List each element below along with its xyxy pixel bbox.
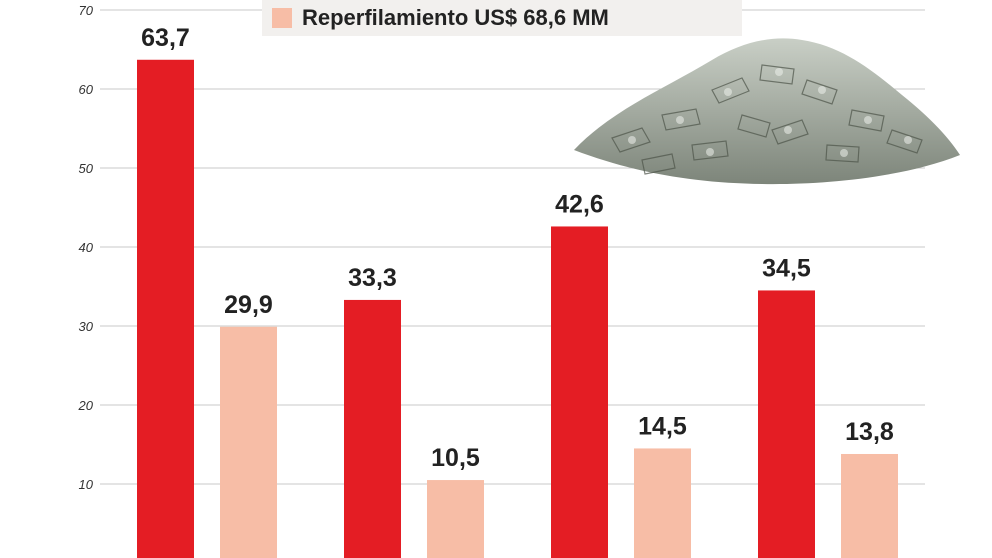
data-label-series2-group2: 10,5 bbox=[431, 444, 480, 472]
data-label-series1-group3: 42,6 bbox=[555, 190, 604, 218]
bar-series1-group4 bbox=[758, 290, 815, 558]
data-label-series1-group4: 34,5 bbox=[762, 254, 811, 282]
data-label-series1-group1: 63,7 bbox=[141, 24, 190, 52]
y-tick-label-50: 50 bbox=[79, 161, 94, 176]
bar-series1-group1 bbox=[137, 59, 194, 558]
legend-label: Reperfilamiento US$ 68,6 MM bbox=[302, 5, 609, 30]
data-label-series2-group1: 29,9 bbox=[224, 291, 273, 319]
legend-swatch bbox=[272, 8, 292, 28]
data-label-series2-group3: 14,5 bbox=[638, 412, 687, 440]
bar-series1-group3 bbox=[551, 226, 608, 558]
data-labels: 63,7 33,3 42,6 34,5 29,9 10,5 14,5 13,8 bbox=[141, 24, 894, 472]
y-tick-label-40: 40 bbox=[79, 240, 94, 255]
bar-series2-group1 bbox=[220, 326, 277, 558]
bar-series2-group4 bbox=[841, 453, 898, 558]
bar-series2-group3 bbox=[634, 448, 691, 558]
data-label-series2-group4: 13,8 bbox=[845, 418, 894, 446]
bars bbox=[137, 59, 898, 558]
money-pile-icon bbox=[572, 20, 962, 195]
y-axis-ticks: 10 20 30 40 50 60 70 bbox=[78, 3, 94, 492]
legend: Reperfilamiento US$ 68,6 MM bbox=[262, 0, 742, 36]
y-tick-label-70: 70 bbox=[79, 3, 94, 18]
data-label-series1-group2: 33,3 bbox=[348, 264, 397, 292]
y-tick-label-10: 10 bbox=[79, 477, 94, 492]
bar-series1-group2 bbox=[344, 299, 401, 558]
y-tick-label-60: 60 bbox=[79, 82, 94, 97]
y-tick-label-30: 30 bbox=[79, 319, 94, 334]
bar-series2-group2 bbox=[427, 480, 484, 558]
y-tick-label-20: 20 bbox=[78, 398, 94, 413]
